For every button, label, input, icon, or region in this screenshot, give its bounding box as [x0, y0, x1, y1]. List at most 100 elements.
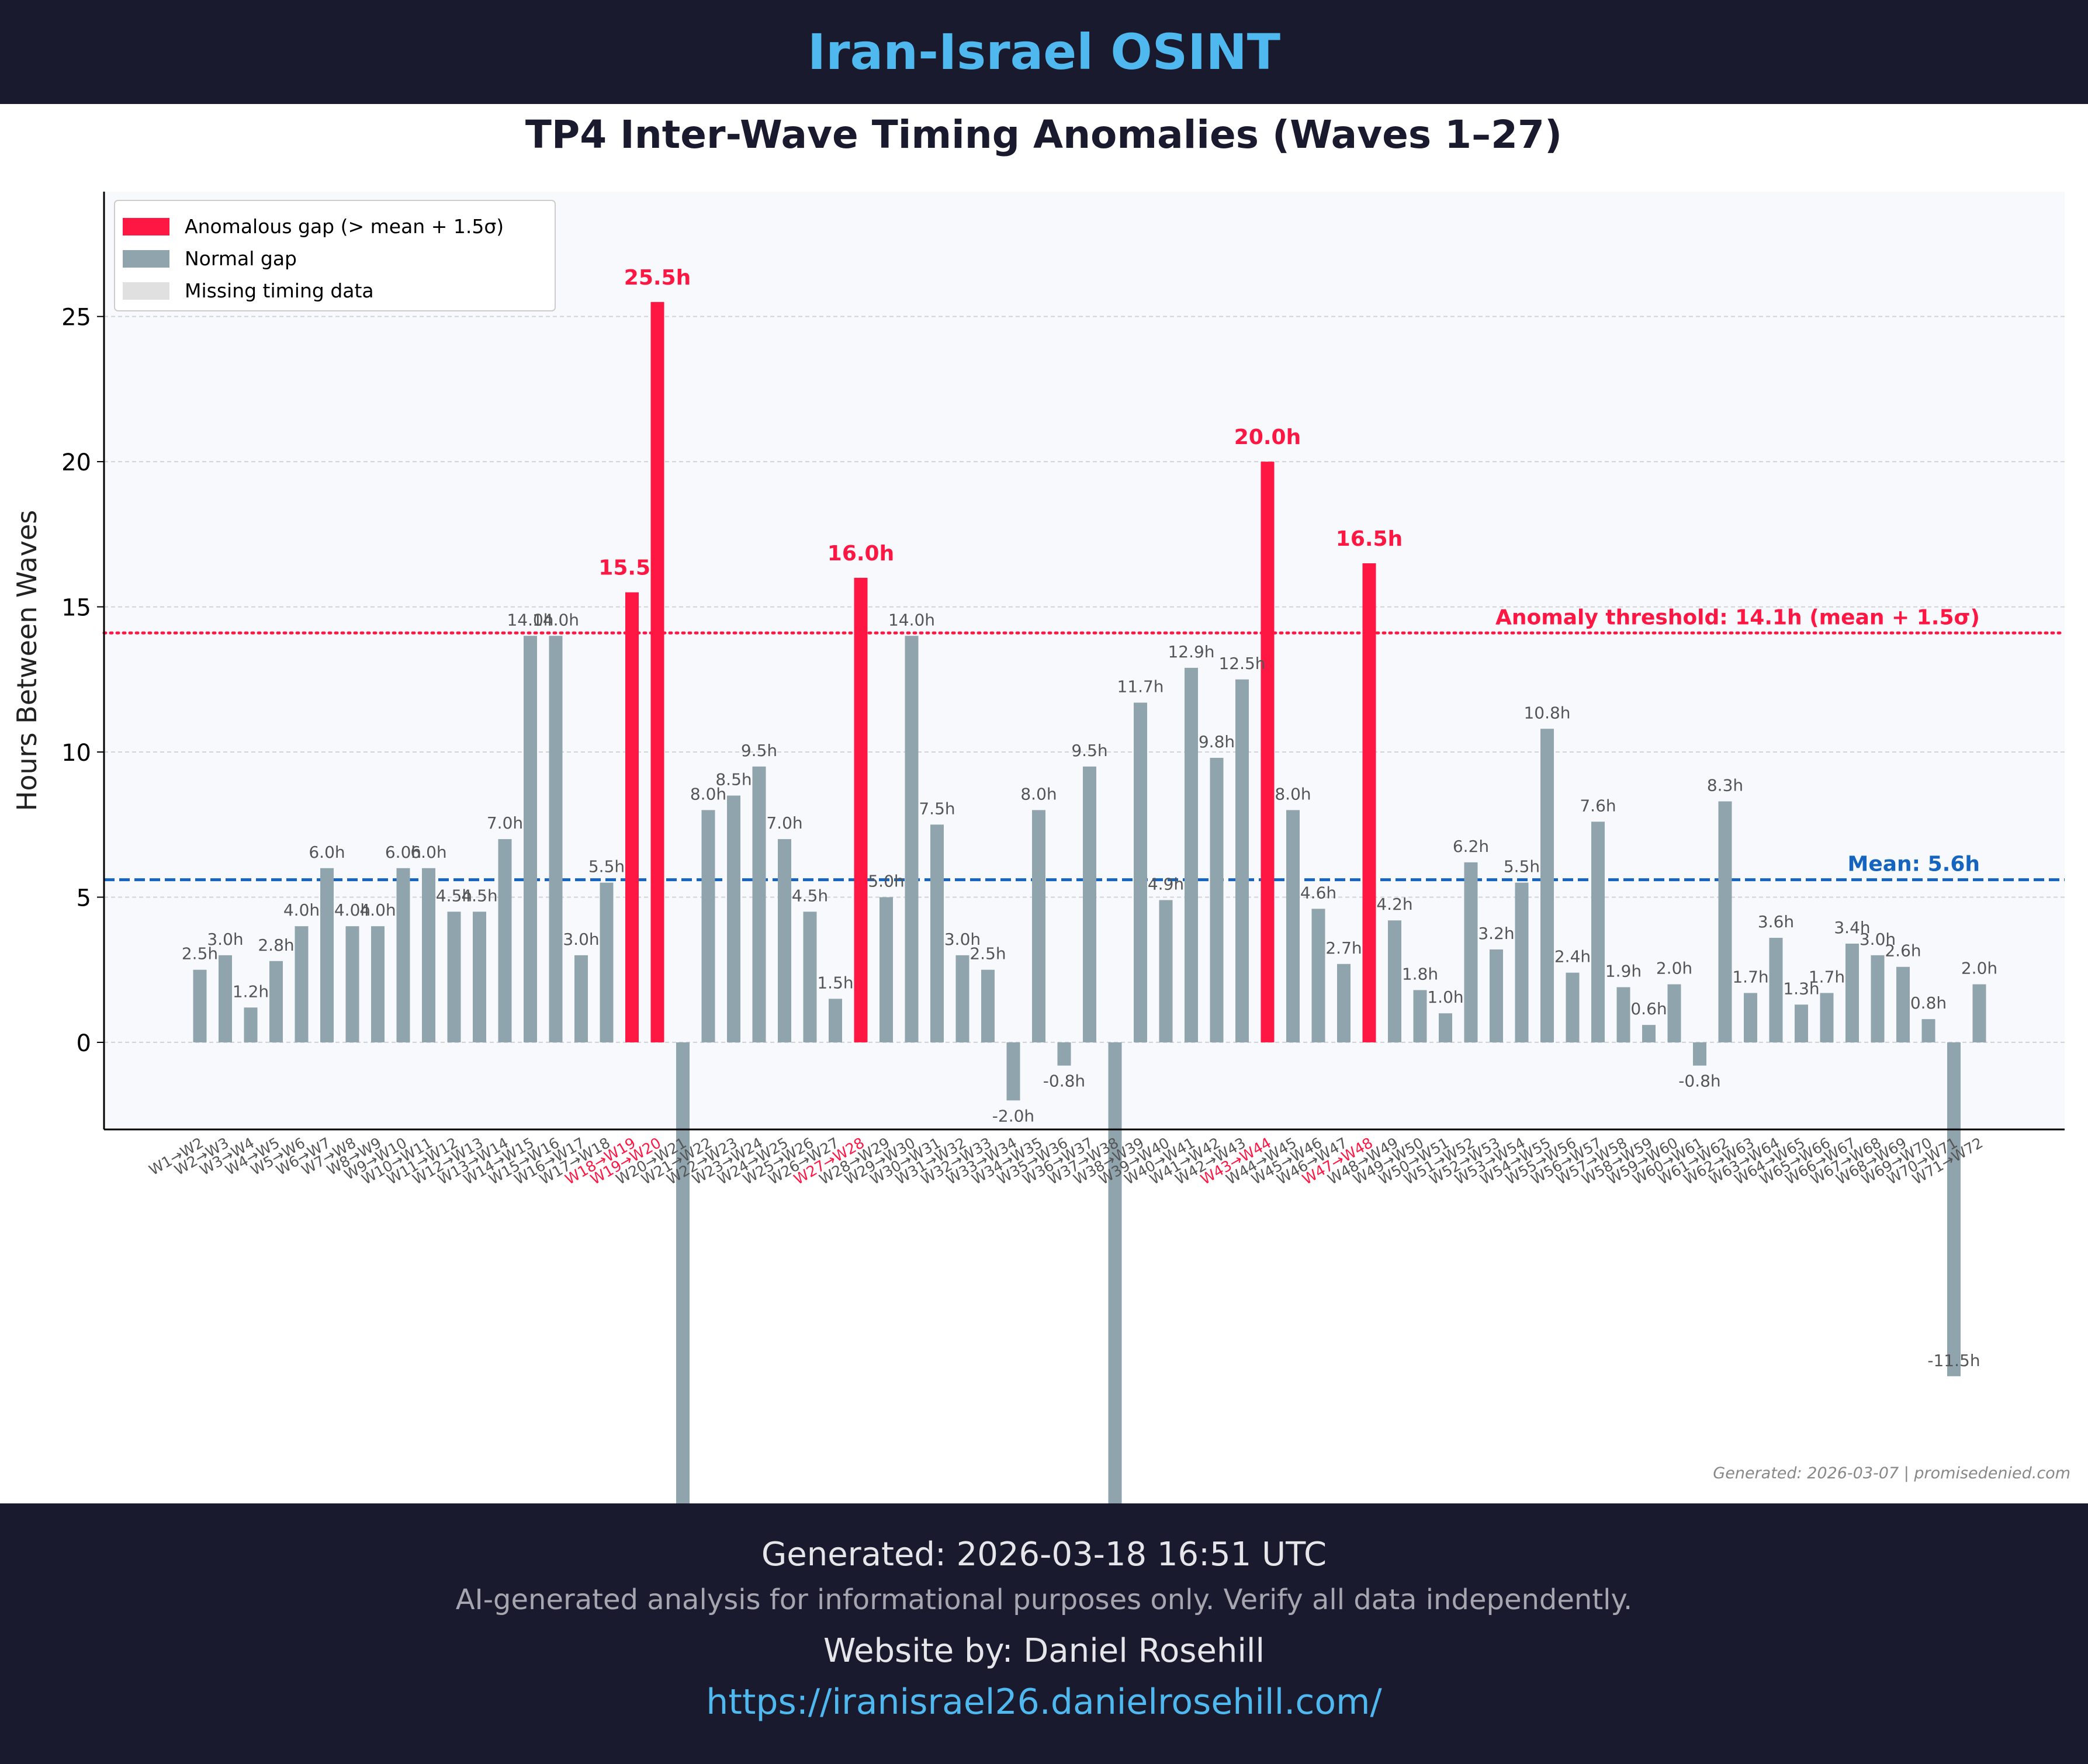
- bar-value-label: 7.6h: [1580, 796, 1616, 815]
- bar-normal: [1413, 990, 1427, 1042]
- bar-value-label: 4.9h: [1148, 874, 1184, 893]
- bar-normal: [1718, 801, 1732, 1042]
- bar-normal: [1108, 1042, 1122, 1503]
- bar-value-label: -2.0h: [992, 1106, 1034, 1125]
- bar-normal: [752, 766, 766, 1042]
- bar-value-label: 4.0h: [359, 900, 396, 920]
- bar-normal: [1871, 955, 1885, 1042]
- bar-value-label: 5.5h: [588, 857, 625, 876]
- bar-normal: [1388, 920, 1401, 1042]
- bar-value-label: 12.5h: [1218, 654, 1265, 673]
- bar-value-label: 8.0h: [1275, 784, 1311, 803]
- watermark-text: Generated: 2026-03-07 | promisedenied.co…: [1713, 1464, 2070, 1482]
- bar-value-label: 5.5h: [1504, 857, 1540, 876]
- bar-normal: [905, 636, 919, 1042]
- bar-value-label: 3.4h: [1834, 918, 1870, 937]
- bar-normal: [1286, 810, 1300, 1042]
- bar-normal: [1185, 667, 1198, 1042]
- bar-value-label: 3.0h: [563, 930, 599, 949]
- bar-value-label: 4.5h: [436, 886, 472, 905]
- bar-value-label: 4.2h: [1376, 895, 1412, 914]
- bar-normal: [345, 926, 359, 1042]
- bar-value-label: -0.8h: [1678, 1072, 1720, 1091]
- bar-value-label: 3.2h: [1478, 924, 1514, 943]
- bar-value-label: 5.0h: [868, 871, 904, 890]
- bar-value-label: 0.8h: [1910, 993, 1947, 1013]
- bar-anomalous: [650, 301, 664, 1042]
- bar-value-label: -0.8h: [1043, 1072, 1085, 1091]
- bar-value-label: 15.5h: [598, 556, 665, 580]
- bar-value-label: 8.5h: [715, 770, 752, 789]
- bar-value-label: 1.7h: [1732, 967, 1768, 986]
- bar-value-label: 16.5h: [1336, 527, 1403, 551]
- y-tick-label: 10: [61, 740, 91, 767]
- header-bar: Iran-Israel OSINT: [0, 0, 2088, 104]
- bar-value-label: 6.0h: [385, 843, 421, 862]
- footer-generated-timestamp: Generated: 2026-03-18 16:51 UTC: [761, 1536, 1327, 1574]
- footer-website-credit: Website by: Daniel Rosehill: [823, 1632, 1265, 1670]
- bar-value-label: 14.0h: [532, 610, 579, 629]
- bar-normal: [1311, 909, 1325, 1042]
- bar-normal: [1896, 966, 1910, 1042]
- bar-value-label: 9.8h: [1199, 732, 1235, 751]
- bar-anomalous: [854, 577, 868, 1042]
- bar-normal: [1921, 1019, 1935, 1042]
- bar-normal: [955, 955, 969, 1042]
- bar-normal: [1159, 900, 1173, 1042]
- bar-value-label: 3.0h: [944, 930, 981, 949]
- bar-normal: [1769, 938, 1783, 1042]
- bar-normal: [1744, 993, 1757, 1042]
- bar-value-label: 11.7h: [1117, 677, 1164, 696]
- bar-normal: [219, 955, 232, 1042]
- bar-normal: [1490, 949, 1503, 1042]
- bar-normal: [1591, 822, 1605, 1042]
- bar-normal: [1566, 972, 1580, 1042]
- bar-normal: [930, 824, 944, 1042]
- bar-normal: [447, 912, 461, 1042]
- bar-normal: [574, 955, 588, 1042]
- bar-normal: [1439, 1013, 1452, 1042]
- bar-normal: [1947, 1042, 1961, 1377]
- bar-normal: [524, 636, 537, 1042]
- y-tick-label: 0: [77, 1030, 91, 1057]
- bar-normal: [1540, 729, 1554, 1042]
- bar-normal: [1820, 993, 1834, 1042]
- legend-label: Anomalous gap (> mean + 1.5σ): [185, 215, 504, 238]
- bar-normal: [803, 912, 817, 1042]
- bar-value-label: 2.5h: [969, 944, 1006, 964]
- bar-normal: [981, 969, 995, 1042]
- bar-normal: [295, 926, 309, 1042]
- bar-value-label: 2.0h: [1961, 959, 1997, 978]
- y-axis-label: Hours Between Waves: [11, 510, 43, 812]
- bar-value-label: 7.5h: [919, 799, 955, 818]
- bar-value-label: 6.0h: [309, 843, 345, 862]
- bar-value-label: 1.7h: [1809, 967, 1845, 986]
- footer-website-link[interactable]: https://iranisrael26.danielrosehill.com/: [706, 1682, 1382, 1723]
- bar-normal: [549, 636, 563, 1042]
- bar-normal: [396, 868, 410, 1042]
- y-tick-label: 25: [61, 304, 91, 331]
- legend-swatch: [123, 218, 169, 235]
- bar-normal: [1693, 1042, 1706, 1066]
- timing-chart: 05101520252.5h3.0h1.2h2.8h4.0h6.0h4.0h4.…: [11, 112, 2070, 1503]
- bar-value-label: 4.0h: [334, 900, 370, 920]
- bar-value-label: 3.0h: [1860, 930, 1896, 949]
- bar-anomalous: [1261, 462, 1275, 1042]
- legend-swatch: [123, 250, 169, 268]
- legend-box: [114, 200, 556, 311]
- bar-normal: [1083, 766, 1096, 1042]
- bar-value-label: 4.6h: [1300, 883, 1336, 902]
- bar-value-label: 8.0h: [1020, 784, 1057, 803]
- bar-normal: [320, 868, 334, 1042]
- bar-normal: [879, 897, 893, 1042]
- bar-normal: [193, 969, 207, 1042]
- bar-normal: [1795, 1004, 1808, 1042]
- bar-normal: [473, 912, 486, 1042]
- bar-normal: [1515, 882, 1529, 1042]
- bar-normal: [371, 926, 385, 1042]
- bar-normal: [1845, 943, 1859, 1042]
- bar-value-label: 4.5h: [461, 886, 497, 905]
- bar-value-label: 20.0h: [1234, 425, 1301, 449]
- bar-value-label: 25.5h: [624, 266, 691, 290]
- bar-value-label: 9.5h: [741, 741, 777, 760]
